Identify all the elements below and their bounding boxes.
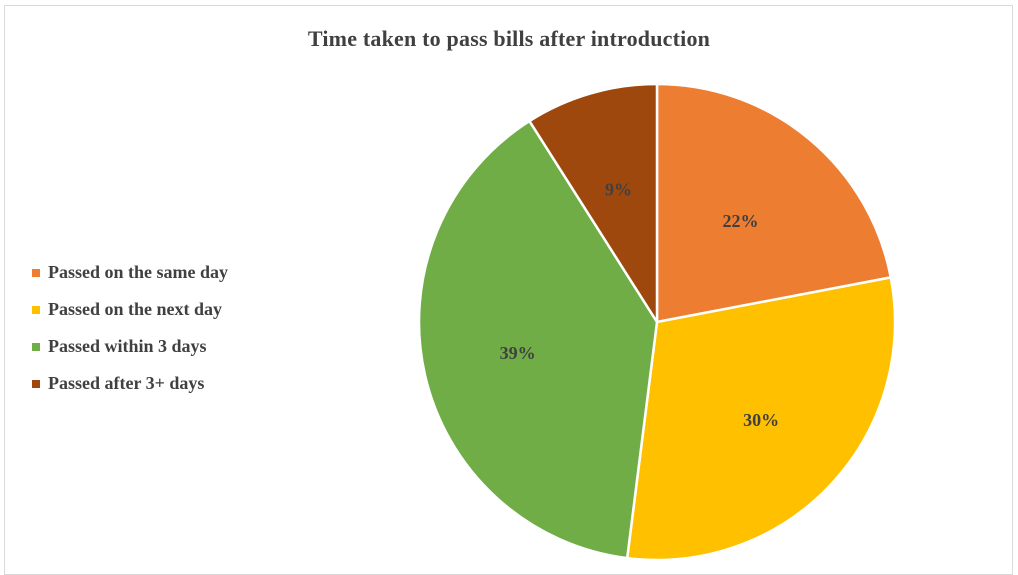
data-label-same-day: 22% xyxy=(722,211,758,231)
pie-slice-after-3-days xyxy=(528,82,659,324)
legend-swatch-same-day xyxy=(32,268,40,277)
legend: Passed on the same day Passed on the nex… xyxy=(32,254,332,402)
legend-label-same-day: Passed on the same day xyxy=(48,262,229,282)
legend-item-next-day: Passed on the next day xyxy=(32,291,332,328)
pie-slice-next-day xyxy=(625,276,897,562)
data-label-next-day: 30% xyxy=(743,410,779,430)
pie-slice-same-day xyxy=(655,82,893,324)
legend-label-next-day: Passed on the next day xyxy=(48,299,223,319)
data-label-within-3-days: 39% xyxy=(500,343,536,363)
legend-swatch-next-day xyxy=(32,305,40,314)
legend-swatch-within-3-days xyxy=(32,342,40,351)
data-label-after-3-days: 9% xyxy=(605,179,632,199)
legend-item-same-day: Passed on the same day xyxy=(32,254,332,291)
legend-swatch-after-3-days xyxy=(32,379,40,388)
legend-label-after-3-days: Passed after 3+ days xyxy=(48,373,205,393)
legend-item-after-3-days: Passed after 3+ days xyxy=(32,365,332,402)
legend-item-within-3-days: Passed within 3 days xyxy=(32,328,332,365)
chart-title: Time taken to pass bills after introduct… xyxy=(307,26,711,51)
legend-label-within-3-days: Passed within 3 days xyxy=(48,336,207,356)
